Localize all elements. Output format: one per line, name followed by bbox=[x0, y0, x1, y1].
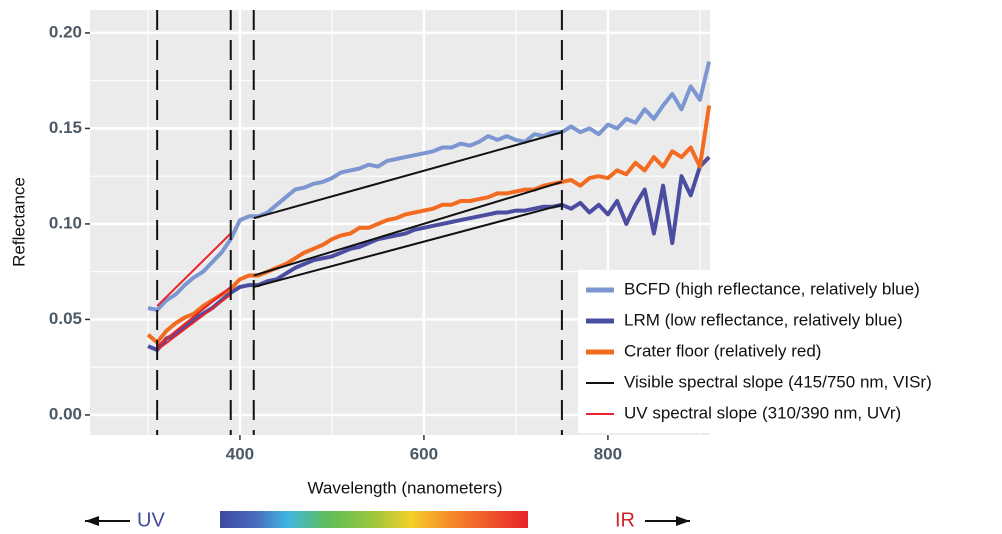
x-axis-label: Wavelength (nanometers) bbox=[308, 478, 503, 497]
slope-line bbox=[156, 232, 232, 307]
x-tick-label: 800 bbox=[594, 444, 622, 463]
slope-line bbox=[253, 180, 563, 277]
legend-label: BCFD (high reflectance, relatively blue) bbox=[624, 279, 920, 298]
legend-label: LRM (low reflectance, relatively blue) bbox=[624, 310, 903, 329]
slope-line bbox=[156, 293, 232, 351]
y-tick-label: 0.05 bbox=[49, 309, 82, 328]
ir-label: IR bbox=[615, 509, 635, 531]
slope-line bbox=[253, 131, 563, 220]
y-tick-label: 0.15 bbox=[49, 118, 82, 137]
slope-line bbox=[253, 203, 563, 288]
legend-label: Crater floor (relatively red) bbox=[624, 341, 821, 360]
y-tick-label: 0.00 bbox=[49, 404, 82, 423]
uv-label: UV bbox=[137, 509, 165, 531]
spectrum-bar: UV IR bbox=[85, 509, 690, 531]
y-tick-label: 0.10 bbox=[49, 213, 82, 232]
spectrum-line bbox=[147, 155, 711, 352]
spectrum-line bbox=[146, 105, 712, 345]
legend-label: Visible spectral slope (415/750 nm, VISr… bbox=[624, 372, 932, 391]
x-tick-label: 600 bbox=[410, 444, 438, 463]
x-tick-label: 400 bbox=[226, 444, 254, 463]
legend-label: UV spectral slope (310/390 nm, UVr) bbox=[624, 403, 901, 422]
spectrum-line bbox=[147, 61, 712, 312]
y-tick-label: 0.20 bbox=[49, 22, 82, 41]
slope-line bbox=[156, 286, 232, 347]
legend-box bbox=[578, 270, 1002, 433]
y-axis-label: Reflectance bbox=[9, 177, 28, 267]
